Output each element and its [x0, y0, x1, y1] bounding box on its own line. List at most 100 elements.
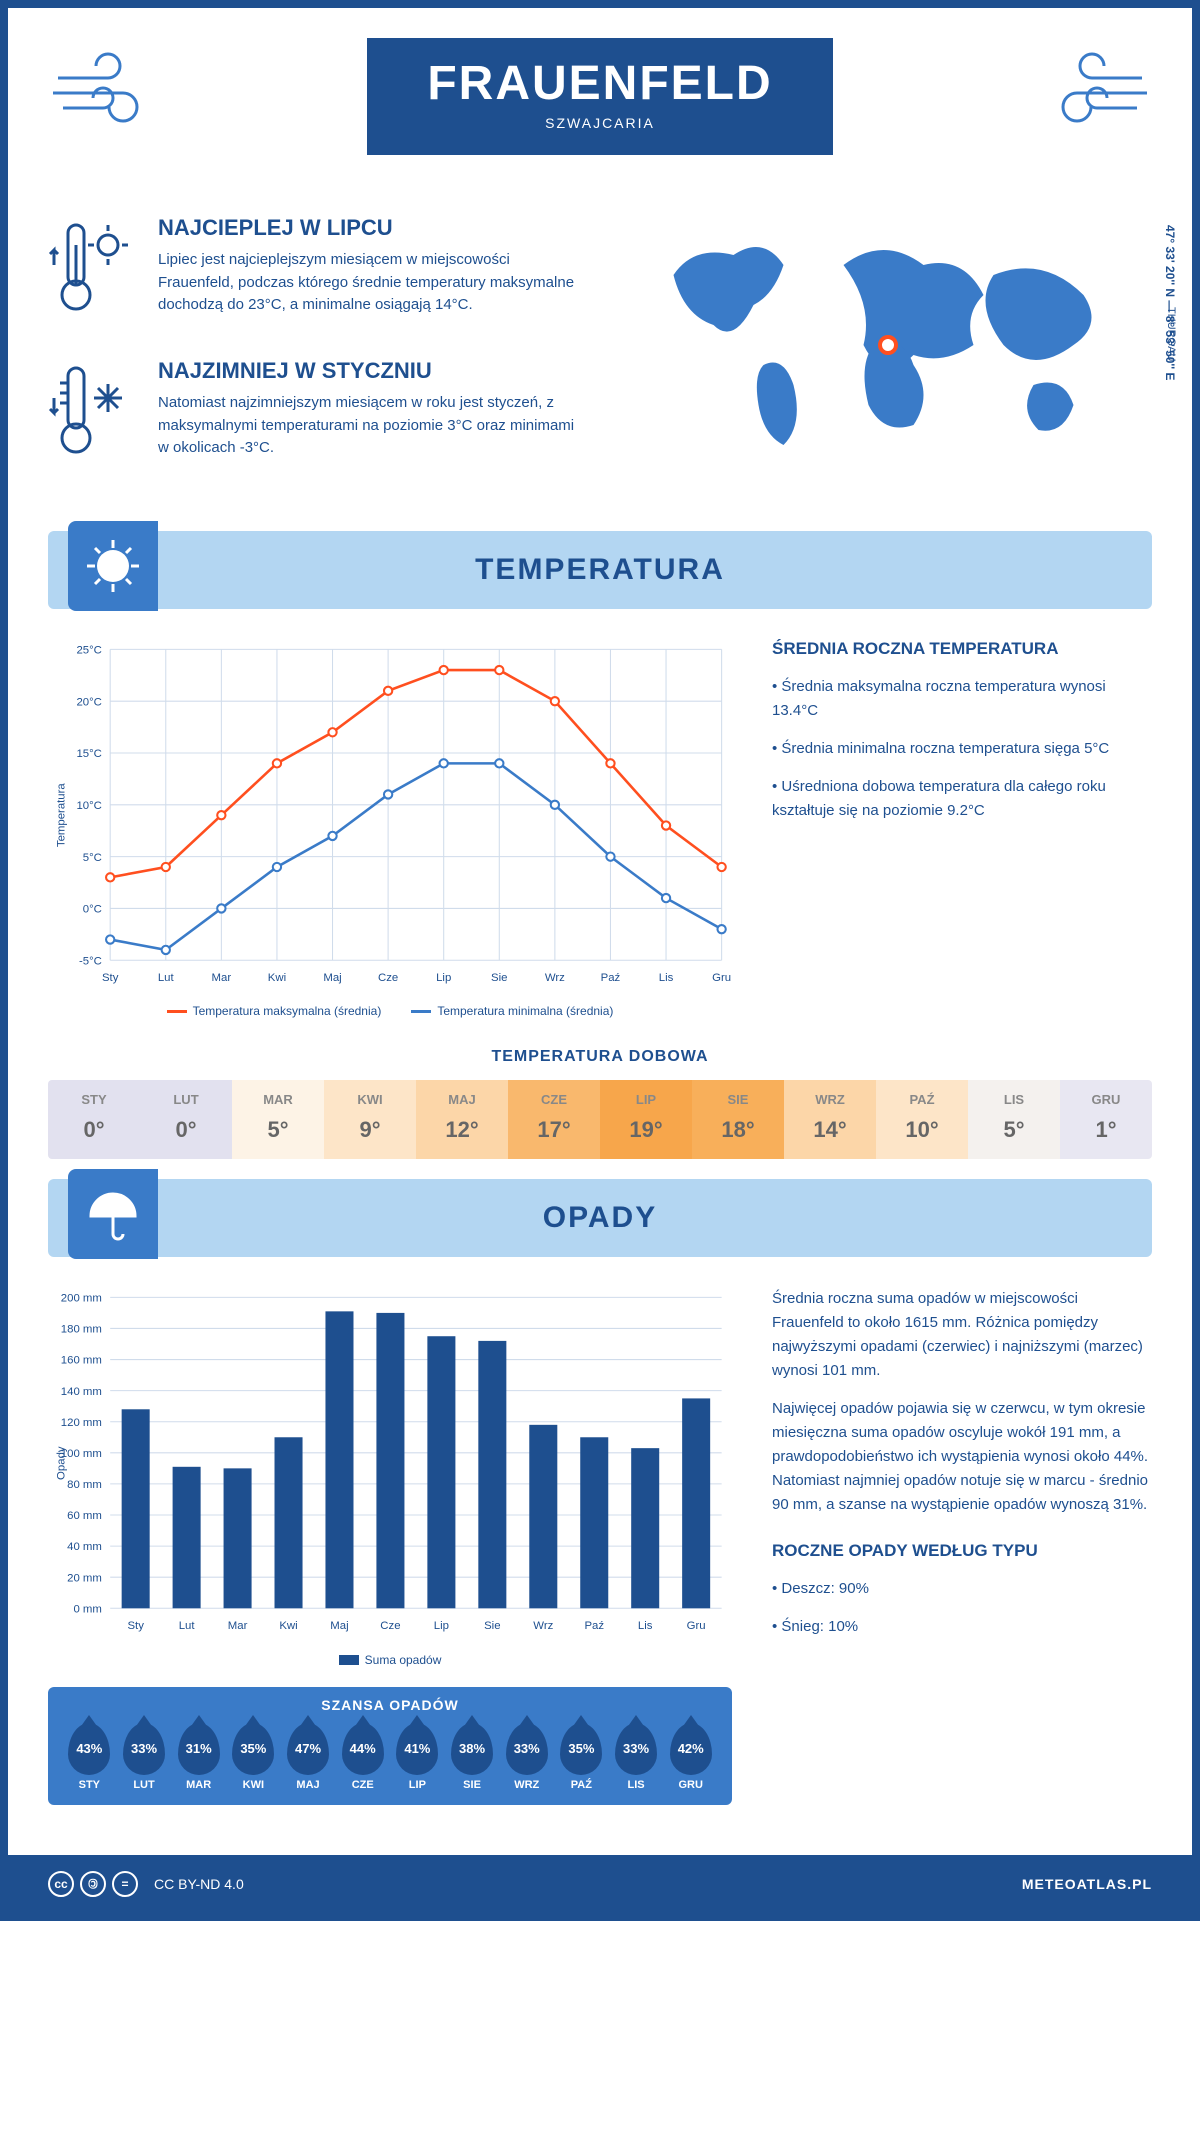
dobowa-cell: KWI9° [324, 1080, 416, 1159]
svg-text:15°C: 15°C [76, 748, 101, 760]
legend-min: Temperatura minimalna (średnia) [437, 1004, 613, 1018]
dobowa-cell: LIS5° [968, 1080, 1060, 1159]
wind-icon [1032, 48, 1152, 133]
svg-text:80 mm: 80 mm [67, 1479, 102, 1491]
svg-text:Mar: Mar [212, 972, 232, 984]
svg-text:Lut: Lut [179, 1620, 196, 1632]
svg-text:Paź: Paź [601, 972, 621, 984]
svg-text:Gru: Gru [712, 972, 731, 984]
precip-p1: Średnia roczna suma opadów w miejscowośc… [772, 1287, 1152, 1383]
dobowa-cell: MAJ12° [416, 1080, 508, 1159]
precip-sidebar: Średnia roczna suma opadów w miejscowośc… [772, 1287, 1152, 1804]
temp-side-b3: • Uśredniona dobowa temperatura dla całe… [772, 775, 1152, 823]
svg-text:Kwi: Kwi [279, 1620, 297, 1632]
coldest-text: Natomiast najzimniejszym miesiącem w rok… [158, 392, 585, 460]
precip-legend: Suma opadów [48, 1653, 732, 1667]
svg-text:25°C: 25°C [76, 645, 101, 657]
dobowa-cell: STY0° [48, 1080, 140, 1159]
svg-text:200 mm: 200 mm [61, 1293, 102, 1305]
thermometer-snow-icon [48, 358, 138, 473]
precip-drop: 43%STY [62, 1723, 117, 1791]
svg-text:Cze: Cze [380, 1620, 400, 1632]
title-banner: FRAUENFELD SZWAJCARIA [367, 38, 832, 155]
svg-text:10°C: 10°C [76, 800, 101, 812]
svg-text:Lis: Lis [638, 1620, 653, 1632]
svg-text:120 mm: 120 mm [61, 1417, 102, 1429]
umbrella-icon [68, 1169, 158, 1259]
svg-text:Temperatura: Temperatura [56, 783, 68, 848]
dobowa-cell: LUT0° [140, 1080, 232, 1159]
svg-text:Sie: Sie [491, 972, 507, 984]
city-title: FRAUENFELD [427, 56, 772, 111]
section-title: OPADY [543, 1201, 657, 1234]
temp-side-b2: • Średnia minimalna roczna temperatura s… [772, 737, 1152, 761]
precip-rain: • Deszcz: 90% [772, 1577, 1152, 1601]
dobowa-cell: SIE18° [692, 1080, 784, 1159]
svg-text:Lip: Lip [436, 972, 451, 984]
world-map: 47° 33' 20'' N — 8° 53' 50'' E THURGAU [615, 215, 1152, 501]
cc-icon: cc [48, 1871, 74, 1897]
svg-text:Mar: Mar [228, 1620, 248, 1632]
section-opady: OPADY [48, 1179, 1152, 1257]
svg-text:Wrz: Wrz [533, 1620, 553, 1632]
svg-text:40 mm: 40 mm [67, 1542, 102, 1554]
precip-drop: 35%PAŹ [554, 1723, 609, 1791]
precip-drop: 31%MAR [171, 1723, 226, 1791]
warmest-text: Lipiec jest najcieplejszym miesiącem w m… [158, 249, 585, 317]
szansa-panel: SZANSA OPADÓW 43%STY33%LUT31%MAR35%KWI47… [48, 1687, 732, 1805]
svg-text:Sty: Sty [127, 1620, 144, 1632]
svg-text:Maj: Maj [330, 1620, 348, 1632]
dobowa-cell: GRU1° [1060, 1080, 1152, 1159]
precip-drop: 41%LIP [390, 1723, 445, 1791]
section-temperatura: TEMPERATURA [48, 531, 1152, 609]
precip-snow: • Śnieg: 10% [772, 1615, 1152, 1639]
footer: cc 🄯 = CC BY-ND 4.0 METEOATLAS.PL [8, 1855, 1192, 1913]
svg-text:5°C: 5°C [83, 852, 102, 864]
temperature-row: -5°C0°C5°C10°C15°C20°C25°CStyLutMarKwiMa… [48, 639, 1152, 1018]
temp-side-title: ŚREDNIA ROCZNA TEMPERATURA [772, 639, 1152, 659]
by-icon: 🄯 [80, 1871, 106, 1897]
svg-text:60 mm: 60 mm [67, 1511, 102, 1523]
precip-drop: 33%LUT [117, 1723, 172, 1791]
precip-drop: 38%SIE [445, 1723, 500, 1791]
intro-row: NAJCIEPLEJ W LIPCU Lipiec jest najcieple… [48, 215, 1152, 501]
precip-type-title: ROCZNE OPADY WEDŁUG TYPU [772, 1541, 1152, 1561]
precip-drop: 33%LIS [609, 1723, 664, 1791]
thermometer-sun-icon [48, 215, 138, 330]
svg-text:Opady: Opady [56, 1446, 68, 1480]
precip-chart: 0 mm20 mm40 mm60 mm80 mm100 mm120 mm140 … [48, 1287, 732, 1804]
temp-legend: Temperatura maksymalna (średnia) Tempera… [48, 1004, 732, 1018]
svg-text:Lis: Lis [659, 972, 674, 984]
region-label: THURGAU [1165, 307, 1177, 361]
coldest-fact: NAJZIMNIEJ W STYCZNIU Natomiast najzimni… [48, 358, 585, 473]
dobowa-cell: CZE17° [508, 1080, 600, 1159]
svg-text:Paź: Paź [584, 1620, 604, 1632]
svg-text:Cze: Cze [378, 972, 398, 984]
svg-text:Wrz: Wrz [545, 972, 565, 984]
precip-drop: 47%MAJ [281, 1723, 336, 1791]
country-subtitle: SZWAJCARIA [427, 115, 772, 131]
warmest-title: NAJCIEPLEJ W LIPCU [158, 215, 585, 241]
dobowa-cell: PAŹ10° [876, 1080, 968, 1159]
svg-text:20°C: 20°C [76, 696, 101, 708]
header: FRAUENFELD SZWAJCARIA [8, 8, 1192, 175]
license-block: cc 🄯 = CC BY-ND 4.0 [48, 1871, 244, 1897]
nd-icon: = [112, 1871, 138, 1897]
svg-text:Lut: Lut [158, 972, 175, 984]
svg-text:Kwi: Kwi [268, 972, 286, 984]
svg-text:0°C: 0°C [83, 904, 102, 916]
svg-text:-5°C: -5°C [79, 955, 102, 967]
dobowa-cell: LIP19° [600, 1080, 692, 1159]
svg-text:Lip: Lip [434, 1620, 449, 1632]
svg-text:Gru: Gru [687, 1620, 706, 1632]
svg-text:0 mm: 0 mm [73, 1604, 101, 1616]
section-title: TEMPERATURA [475, 553, 725, 586]
site-name: METEOATLAS.PL [1022, 1876, 1152, 1892]
svg-text:Sty: Sty [102, 972, 119, 984]
dobowa-cell: MAR5° [232, 1080, 324, 1159]
sun-icon [68, 521, 158, 611]
temperature-chart: -5°C0°C5°C10°C15°C20°C25°CStyLutMarKwiMa… [48, 639, 732, 1018]
warmest-fact: NAJCIEPLEJ W LIPCU Lipiec jest najcieple… [48, 215, 585, 330]
precip-row: 0 mm20 mm40 mm60 mm80 mm100 mm120 mm140 … [48, 1287, 1152, 1804]
dobowa-table: STY0°LUT0°MAR5°KWI9°MAJ12°CZE17°LIP19°SI… [48, 1080, 1152, 1159]
